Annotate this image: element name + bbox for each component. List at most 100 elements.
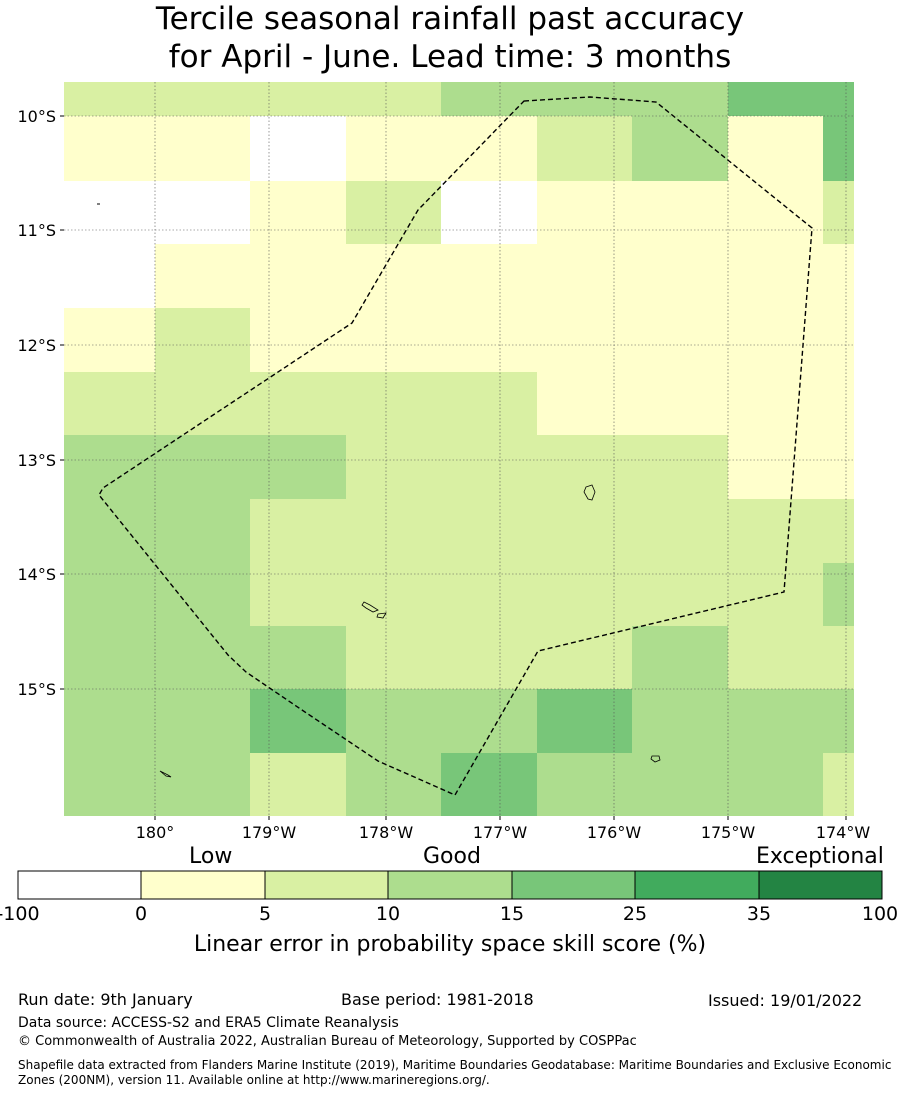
skill-cell bbox=[728, 689, 823, 753]
colorbar-tick-10: 10 bbox=[375, 903, 401, 925]
map-figure: 10°S 11°S 12°S 13°S 14°S 15°S 180° 179°W… bbox=[17, 82, 871, 840]
skill-cell bbox=[155, 753, 250, 816]
colorbar-segment bbox=[140, 870, 266, 900]
skill-cell bbox=[346, 181, 441, 244]
skill-cell bbox=[155, 435, 250, 499]
skill-cell bbox=[64, 82, 155, 116]
skill-cell bbox=[823, 689, 854, 753]
skill-cell bbox=[632, 689, 728, 753]
eez-boundary bbox=[98, 96, 813, 796]
lon-label-179w: 179°W bbox=[242, 823, 297, 840]
skill-cell bbox=[632, 563, 728, 626]
skill-cell bbox=[250, 181, 346, 244]
lon-label-174w: 174°W bbox=[816, 823, 871, 840]
skill-cell bbox=[250, 244, 346, 308]
title-line-1: Tercile seasonal rainfall past accuracy bbox=[155, 1, 745, 37]
skill-cell bbox=[64, 308, 155, 372]
skill-cell bbox=[155, 181, 250, 244]
colorbar-segment bbox=[758, 870, 883, 900]
skill-cell bbox=[441, 372, 537, 435]
run-date: Run date: 9th January bbox=[18, 990, 193, 1009]
skill-cell bbox=[823, 626, 854, 689]
skill-cell bbox=[250, 308, 346, 372]
skill-cell bbox=[250, 372, 346, 435]
skill-cell bbox=[632, 116, 728, 181]
title-line-2: for April - June. Lead time: 3 months bbox=[168, 39, 732, 75]
colorbar-tick-5: 5 bbox=[258, 903, 272, 925]
lat-label-12s: 12°S bbox=[17, 336, 56, 355]
skill-cell bbox=[346, 563, 441, 626]
skill-cell bbox=[346, 689, 441, 753]
lon-label-175w: 175°W bbox=[701, 823, 756, 840]
skill-cell bbox=[155, 372, 250, 435]
skill-cell bbox=[346, 435, 441, 499]
skill-cell bbox=[250, 689, 346, 753]
skill-cell bbox=[441, 499, 537, 563]
skill-cell bbox=[537, 372, 632, 435]
skill-cell bbox=[632, 82, 728, 116]
island-small-south bbox=[650, 755, 661, 763]
skill-cell bbox=[823, 753, 854, 816]
colorbar-segment bbox=[264, 870, 389, 900]
skill-cell bbox=[155, 82, 250, 116]
skill-cell bbox=[537, 308, 632, 372]
skill-cell bbox=[728, 435, 823, 499]
skill-cell bbox=[441, 689, 537, 753]
skill-cell bbox=[250, 499, 346, 563]
skill-cell bbox=[632, 499, 728, 563]
skill-cell bbox=[346, 244, 441, 308]
skill-cell bbox=[346, 372, 441, 435]
skill-cell bbox=[537, 753, 632, 816]
skill-cell bbox=[441, 308, 537, 372]
skill-cell bbox=[728, 82, 823, 116]
colorbar-segment bbox=[634, 870, 760, 900]
skill-cell bbox=[64, 626, 155, 689]
skill-cell bbox=[64, 116, 155, 181]
skill-grid bbox=[64, 82, 854, 816]
colorbar-segment bbox=[511, 870, 636, 900]
skill-cell bbox=[155, 308, 250, 372]
island-small-west bbox=[159, 770, 172, 778]
skill-cell bbox=[155, 689, 250, 753]
lat-label-13s: 13°S bbox=[17, 451, 56, 470]
skill-cell bbox=[632, 753, 728, 816]
skill-cell bbox=[728, 181, 823, 244]
skill-cell bbox=[728, 116, 823, 181]
skill-cell bbox=[346, 626, 441, 689]
skill-cell bbox=[823, 181, 854, 244]
skill-cell bbox=[632, 308, 728, 372]
colorbar-tick-25: 25 bbox=[622, 903, 648, 925]
skill-cell bbox=[632, 244, 728, 308]
skill-cell bbox=[64, 499, 155, 563]
skill-cell bbox=[823, 308, 854, 372]
skill-cell bbox=[155, 244, 250, 308]
lat-label-10s: 10°S bbox=[17, 107, 56, 126]
lon-label-178w: 178°W bbox=[359, 823, 414, 840]
skill-cell bbox=[537, 435, 632, 499]
colorbar-word-good: Good bbox=[423, 844, 481, 869]
skill-cell bbox=[441, 181, 537, 244]
graticule bbox=[64, 82, 854, 816]
skill-cell bbox=[64, 753, 155, 816]
colorbar-tick-0: 0 bbox=[134, 903, 148, 925]
colorbar-segment bbox=[17, 870, 142, 900]
skill-cell bbox=[823, 563, 854, 626]
skill-cell bbox=[441, 563, 537, 626]
skill-cell bbox=[823, 499, 854, 563]
colorbar bbox=[17, 870, 883, 900]
skill-cell bbox=[537, 116, 632, 181]
skill-cell bbox=[64, 563, 155, 626]
skill-cell bbox=[250, 753, 346, 816]
skill-cell bbox=[346, 82, 441, 116]
skill-cell bbox=[632, 435, 728, 499]
map-title: Tercile seasonal rainfall past accuracy … bbox=[0, 0, 900, 76]
skill-cell bbox=[250, 563, 346, 626]
skill-cell bbox=[64, 244, 155, 308]
skill-cell bbox=[441, 753, 537, 816]
colorbar-word-low: Low bbox=[189, 844, 233, 869]
skill-cell bbox=[346, 116, 441, 181]
skill-cell bbox=[537, 626, 632, 689]
skill-cell bbox=[441, 244, 537, 308]
axis-ticks bbox=[60, 115, 847, 820]
data-source: Data source: ACCESS-S2 and ERA5 Climate … bbox=[18, 1015, 399, 1031]
